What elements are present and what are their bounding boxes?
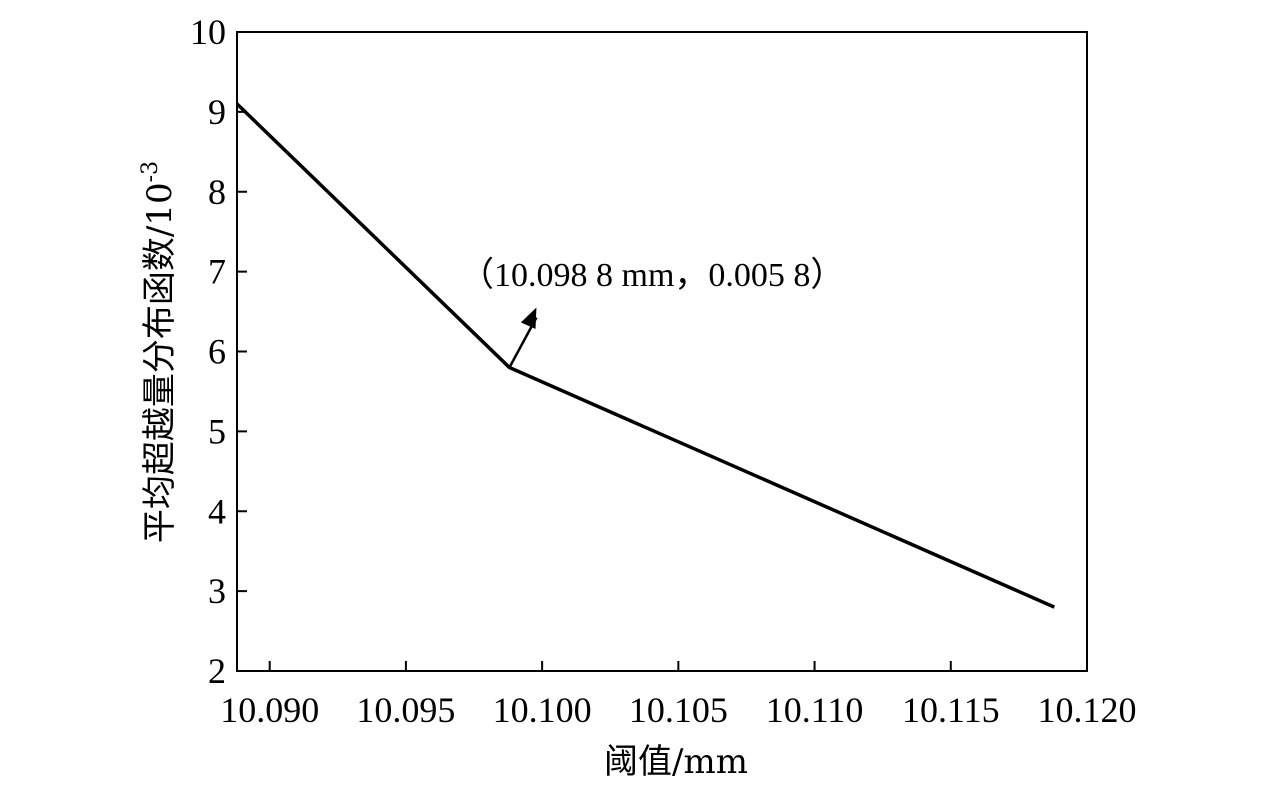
y-tick-label: 8 [208, 172, 226, 212]
plot-frame [236, 31, 1088, 672]
x-axis-title: 阈值/mm [604, 742, 748, 782]
y-tick-label: 3 [208, 571, 226, 611]
x-tick-label: 10.100 [493, 690, 592, 730]
annotation-arrowhead [520, 307, 537, 329]
x-tick-label: 10.105 [629, 690, 728, 730]
y-tick-label: 2 [208, 651, 226, 691]
y-tick-label: 4 [208, 491, 226, 531]
x-tick-label: 10.090 [220, 690, 319, 730]
x-axis: 10.090 10.095 10.100 10.105 10.110 10.115 10.1… [220, 661, 1137, 730]
x-tick-label: 10.120 [1038, 690, 1137, 730]
x-tick-label: 10.095 [356, 690, 455, 730]
annotation-group: （10.098 8 mm，0.005 8） [460, 256, 844, 369]
y-tick-label: 6 [208, 332, 226, 372]
plot-area [236, 31, 1088, 672]
x-tick-label: 10.110 [766, 690, 864, 730]
x-tick-label: 10.115 [902, 690, 1000, 730]
annotation-label: （10.098 8 mm，0.005 8） [460, 256, 844, 294]
y-axis-title-exponent: -3 [138, 161, 163, 182]
y-tick-label: 10 [190, 12, 226, 52]
y-axis-title-text: 平均超越量分布函数/10 [140, 182, 180, 543]
y-axis: 2 3 4 5 6 7 8 9 10 [190, 12, 247, 691]
y-tick-label: 5 [208, 411, 226, 451]
y-tick-label: 9 [208, 92, 226, 132]
series-group [235, 102, 1056, 609]
series-line [235, 102, 1056, 609]
y-axis-title: 平均超越量分布函数/10-3 [138, 161, 180, 543]
y-tick-label: 7 [208, 252, 226, 292]
